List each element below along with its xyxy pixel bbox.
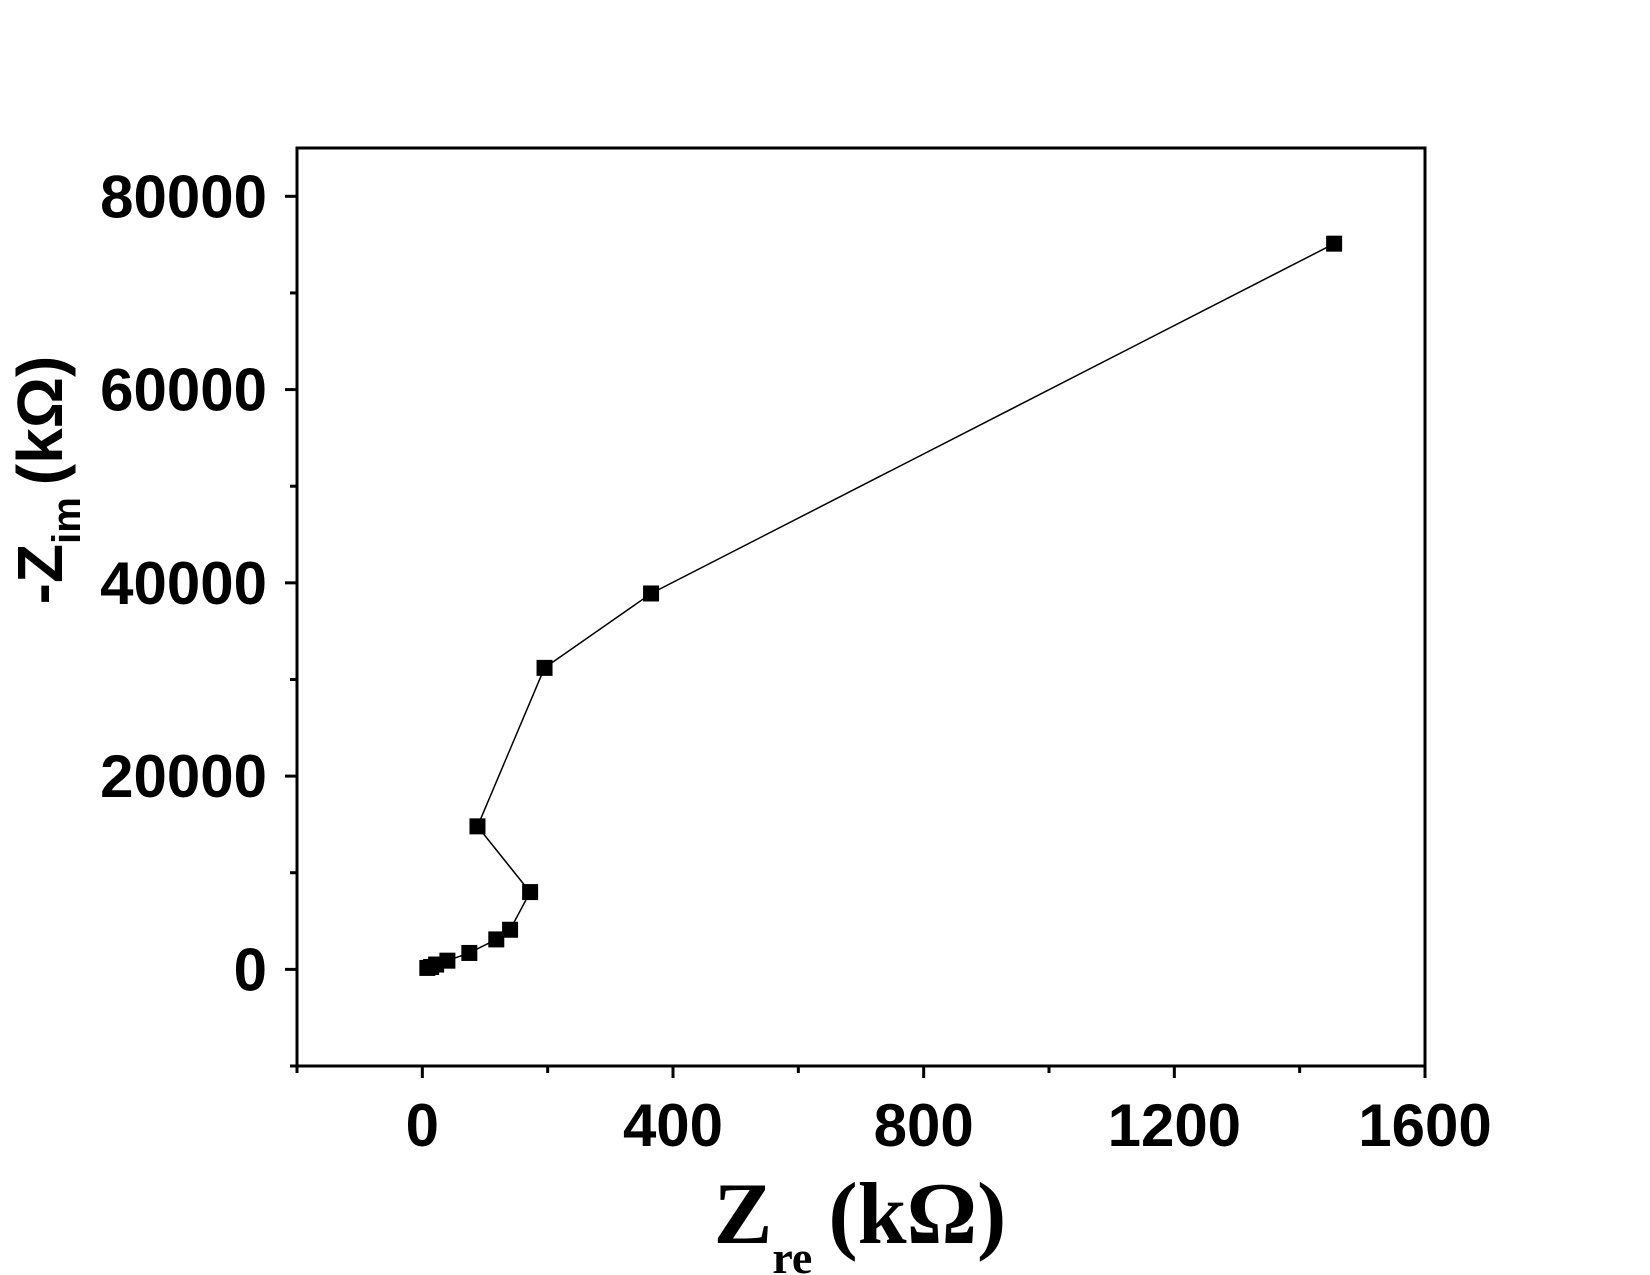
y-axis-label-prefix: -	[4, 583, 76, 604]
x-axis-tick-labels: 0 400 800 1200 1600	[406, 1092, 1492, 1159]
y-axis-tick-labels: 0 20000 40000 60000 80000	[100, 163, 267, 1003]
y-tick-label-2: 40000	[100, 550, 267, 617]
x-tick-label-0: 0	[406, 1092, 439, 1159]
x-tick-label-4: 1600	[1358, 1092, 1491, 1159]
y-tick-label-0: 0	[234, 936, 267, 1003]
data-point-8	[469, 818, 486, 835]
data-point-9	[536, 659, 553, 676]
x-axis-ticks	[420, 1066, 1427, 1078]
x-axis-label-unit: (kΩ)	[828, 1166, 1006, 1263]
x-tick-label-3: 1200	[1108, 1092, 1241, 1159]
x-axis-label-sub: re	[772, 1232, 812, 1275]
y-tick-label-3: 60000	[100, 357, 267, 424]
x-tick-label-1: 400	[623, 1092, 723, 1159]
data-point-3	[439, 952, 456, 969]
data-point-6	[502, 921, 519, 938]
y-tick-label-1: 20000	[100, 743, 267, 810]
plot-frame	[295, 146, 1427, 1068]
y-axis-label-main: Z	[4, 544, 76, 583]
data-markers	[419, 235, 1343, 976]
x-tick-label-2: 800	[874, 1092, 974, 1159]
y-axis-label-sub: im	[45, 497, 89, 544]
data-point-5	[488, 931, 505, 948]
series-line	[427, 243, 1335, 969]
data-point-7	[522, 884, 539, 901]
data-point-4	[461, 944, 478, 961]
data-point-11	[1326, 235, 1343, 252]
y-axis-label-unit: (kΩ)	[4, 356, 76, 486]
y-minor-ticks	[290, 291, 297, 1068]
x-axis-label: Zre (kΩ)	[714, 1166, 1007, 1275]
y-tick-label-4: 80000	[100, 163, 267, 230]
x-axis-label-main: Z	[714, 1166, 773, 1263]
x-minor-ticks	[295, 1066, 1302, 1073]
data-point-10	[643, 585, 660, 602]
y-axis-label: -Zim (kΩ)	[4, 356, 89, 605]
y-axis-ticks	[285, 194, 297, 971]
